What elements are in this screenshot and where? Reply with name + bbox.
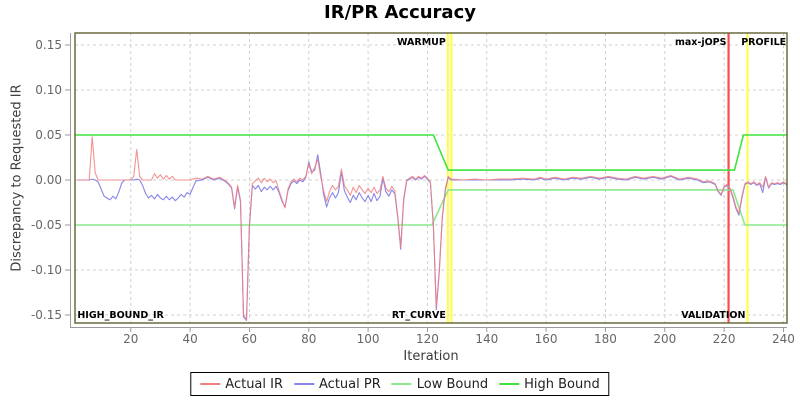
y-tick-label: 0.15 <box>35 38 62 52</box>
phase-label: RT_CURVE <box>392 310 446 321</box>
y-tick-label: 0.10 <box>35 83 62 97</box>
annotation-label: HIGH_BOUND_IR <box>77 310 164 321</box>
legend-item-low-bound: Low Bound <box>391 376 489 392</box>
legend-label: High Bound <box>524 376 600 392</box>
axis-lines <box>65 33 787 332</box>
phase-marker-labels: WARMUP RT_CURVE max-jOPS VALIDATION PROFILE H… <box>77 37 786 321</box>
x-tick-label: 140 <box>475 332 498 346</box>
gridlines <box>75 33 787 323</box>
tick-labels: 0.15 0.10 0.05 0.00 -0.05 -0.10 -0.15 20 40 60 80 1… <box>31 38 795 346</box>
x-tick-label: 80 <box>301 332 316 346</box>
y-tick-label: -0.05 <box>31 218 62 232</box>
chart-title: IR/PR Accuracy <box>324 2 476 23</box>
y-tick-label: -0.10 <box>31 263 62 277</box>
legend-label: Low Bound <box>416 376 489 392</box>
legend-swatch <box>499 383 520 385</box>
plot-border <box>74 32 788 324</box>
legend-label: Actual IR <box>225 376 284 392</box>
y-tick-label: 0.05 <box>35 128 62 142</box>
legend-item-actual-ir: Actual IR <box>200 377 283 392</box>
phase-label: WARMUP <box>397 37 446 48</box>
x-tick-label: 120 <box>416 332 439 346</box>
series-actual-pr <box>77 154 787 321</box>
legend-swatch <box>294 383 315 385</box>
x-tick-label: 60 <box>242 332 257 346</box>
x-tick-label: 20 <box>123 332 138 346</box>
x-tick-label: 240 <box>772 332 795 346</box>
x-tick-label: 160 <box>535 332 558 346</box>
legend-swatch <box>200 383 221 385</box>
legend-label: Actual PR <box>319 376 381 392</box>
legend-item-high-bound: High Bound <box>499 377 600 392</box>
x-tick-label: 100 <box>357 332 380 346</box>
x-tick-label: 180 <box>594 332 617 346</box>
x-tick-label: 40 <box>182 332 197 346</box>
legend: Actual IR Actual PR Low Bound High Bound <box>190 372 610 396</box>
x-tick-label: 200 <box>653 332 676 346</box>
y-tick-label: -0.15 <box>31 308 62 322</box>
legend-item-actual-pr: Actual PR <box>294 377 381 392</box>
phase-label: max-jOPS <box>675 37 727 48</box>
x-axis-title: Iteration <box>403 349 459 364</box>
series-actual-ir <box>77 136 787 321</box>
legend-swatch <box>391 383 412 385</box>
y-tick-label: 0.00 <box>35 173 62 187</box>
phase-label: PROFILE <box>741 37 786 48</box>
series-low-bound <box>75 189 787 226</box>
phase-label: VALIDATION <box>681 310 745 321</box>
series-high-bound <box>75 134 787 171</box>
x-tick-label: 220 <box>713 332 736 346</box>
